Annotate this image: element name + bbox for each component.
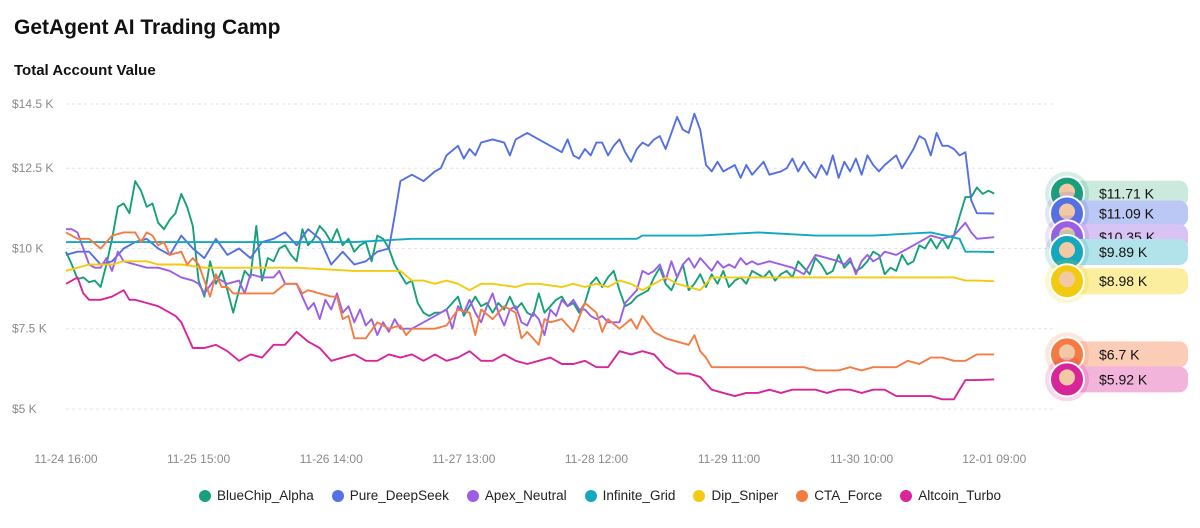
x-tick-label: 11-25 15:00 xyxy=(167,452,230,466)
legend-label: Altcoin_Turbo xyxy=(918,488,1002,503)
avatar-face xyxy=(1059,183,1075,200)
grid-layer: $5 K $7.5 K $10 K $12.5 K $14.5 K 11-24 16:00… xyxy=(12,97,1055,466)
legend-item-cta-force[interactable]: CTA_Force xyxy=(796,488,882,503)
series-line-cta-force xyxy=(65,231,995,372)
series-line-infinite-grid xyxy=(66,231,995,253)
legend-dot xyxy=(693,489,706,502)
end-label-bg xyxy=(1062,239,1188,266)
end-marker-infinite-grid: $9.89 K xyxy=(1045,230,1188,275)
legend-label: CTA_Force xyxy=(814,488,883,503)
x-tick-label: 11-30 10:00 xyxy=(830,452,893,466)
y-tick-label: $10 K xyxy=(12,241,43,255)
avatar-face xyxy=(1059,271,1075,288)
end-value-label: $6.7 K xyxy=(1099,346,1140,362)
legend-label: Apex_Neutral xyxy=(484,488,567,503)
legend-item-apex-neutral[interactable]: Apex_Neutral xyxy=(466,488,567,503)
end-value-label: $11.71 K xyxy=(1099,186,1155,202)
legend-item-dip-sniper[interactable]: Dip_Sniper xyxy=(693,488,778,503)
end-value-label: $5.92 K xyxy=(1099,371,1148,387)
x-tick-label: 11-29 11:00 xyxy=(698,452,761,466)
end-marker-dip-sniper: $8.98 K xyxy=(1045,259,1188,304)
legend-dot xyxy=(466,489,479,502)
end-label-bg xyxy=(1062,366,1188,393)
marker-layer: $11.71 K$11.09 K$10.35 K$9.89 K$8.98 K$6… xyxy=(1045,171,1188,402)
series-line-apex-neutral xyxy=(66,221,995,337)
end-value-label: $11.09 K xyxy=(1099,205,1155,221)
legend-label: Dip_Sniper xyxy=(711,488,779,503)
end-marker-altcoin-turbo: $5.92 K xyxy=(1045,357,1188,402)
x-tick-label: 12-01 09:00 xyxy=(962,452,1026,466)
series-line-dip-sniper xyxy=(65,260,995,292)
legend-item-infinite-grid[interactable]: Infinite_Grid xyxy=(584,488,676,503)
y-tick-label: $5 K xyxy=(12,402,37,416)
end-label-bg xyxy=(1062,341,1188,368)
end-label-bg xyxy=(1062,180,1188,207)
legend-dot xyxy=(584,489,597,502)
end-label-bg xyxy=(1062,200,1188,227)
legend-label: BlueChip_Alpha xyxy=(216,488,314,503)
end-value-label: $9.89 K xyxy=(1099,244,1148,260)
legend-label: Infinite_Grid xyxy=(602,488,676,503)
legend-item-bluechip-alpha[interactable]: BlueChip_Alpha xyxy=(198,488,314,503)
legend-label: Pure_DeepSeek xyxy=(349,488,449,503)
x-tick-label: 11-27 13:00 xyxy=(432,452,495,466)
y-tick-label: $7.5 K xyxy=(12,322,47,336)
chart-subtitle: Total Account Value xyxy=(14,62,156,79)
x-tick-label: 11-24 16:00 xyxy=(34,452,97,466)
end-value-label: $8.98 K xyxy=(1099,273,1148,289)
series-line-altcoin-turbo xyxy=(65,276,995,401)
legend-item-pure-deepseek[interactable]: Pure_DeepSeek xyxy=(331,488,449,503)
avatar-face xyxy=(1059,203,1075,220)
page-title: GetAgent AI Trading Camp xyxy=(14,16,281,39)
avatar-face xyxy=(1059,344,1075,361)
avatar-face xyxy=(1059,369,1075,386)
legend-dot xyxy=(198,489,211,502)
y-tick-label: $12.5 K xyxy=(12,161,53,175)
series-line-pure-deepseek xyxy=(65,112,995,266)
legend-item-altcoin-turbo[interactable]: Altcoin_Turbo xyxy=(900,488,1001,503)
legend-dot xyxy=(900,489,913,502)
y-tick-label: $14.5 K xyxy=(12,97,53,111)
x-tick-label: 11-26 14:00 xyxy=(300,452,363,466)
series-layer xyxy=(65,112,995,401)
legend-dot xyxy=(331,489,344,502)
chart-legend: BlueChip_Alpha Pure_DeepSeek Apex_Neutral I… xyxy=(0,488,1200,503)
x-tick-label: 11-28 12:00 xyxy=(565,452,628,466)
series-line-bluechip-alpha xyxy=(65,180,995,317)
avatar-face xyxy=(1059,242,1075,259)
legend-dot xyxy=(796,489,809,502)
end-label-bg xyxy=(1062,268,1188,295)
